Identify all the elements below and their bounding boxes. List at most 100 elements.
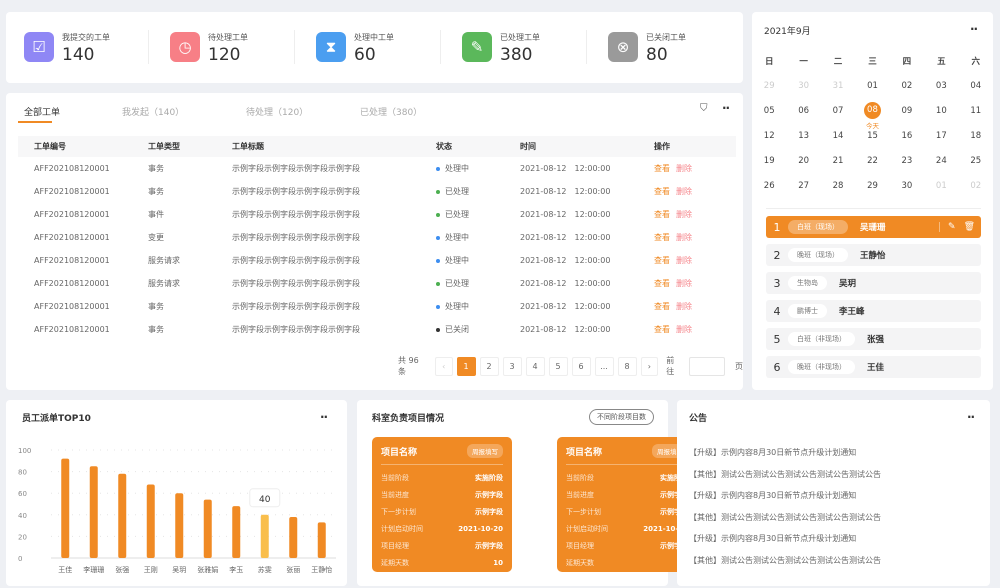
bar [203,499,212,558]
stat-item[interactable]: ⊗ 已关闭工单 80 [608,32,686,65]
calendar-day[interactable]: 20 [798,155,810,166]
project-card[interactable]: 项目名称 周报填写 当前阶段 实施阶段 当前进度 示例字段 下一步计划 示例字段 计划启动时间 2… [372,437,512,572]
more-icon[interactable]: ·· [970,22,978,36]
delete-link[interactable]: 删除 [676,210,692,219]
more-icon[interactable]: ·· [320,410,328,424]
project-card[interactable]: 项目名称 周报填写 当前阶段 实施阶段 当前进度 示例字段 下一步计划 示例字段 计划启动时间 2… [557,437,697,572]
calendar-day[interactable]: 19 [763,155,775,166]
page-button[interactable]: 5 [548,356,568,376]
stage-count-button[interactable]: 不同阶段项目数 [589,409,654,425]
calendar-day[interactable]: 12 [763,130,775,141]
trash-icon[interactable]: 🗑 [963,222,975,232]
project-field: 项目经理 示例字段 [381,541,503,550]
stat-item[interactable]: ⧗ 处理中工单 60 [316,32,394,65]
delete-link[interactable]: 删除 [676,256,692,265]
calendar-day[interactable]: 31 [832,80,844,91]
view-link[interactable]: 查看 [654,279,670,288]
status-text: 已关闭 [445,325,469,334]
edit-icon[interactable]: ✎ [948,222,956,232]
calendar-day[interactable]: 11 [970,105,982,116]
notice-item[interactable]: 【升级】示例内容8月30日新节点升级计划通知 [689,534,857,543]
notice-item[interactable]: 【升级】示例内容8月30日新节点升级计划通知 [689,448,857,457]
view-link[interactable]: 查看 [654,302,670,311]
calendar-day[interactable]: 29 [867,180,878,191]
delete-link[interactable]: 删除 [676,325,692,334]
prev-page-button[interactable]: ‹ [434,356,453,376]
calendar-day[interactable]: 15 [867,130,878,141]
calendar-day[interactable]: 25 [970,155,982,166]
calendar-day[interactable]: 17 [935,130,947,141]
stat-item[interactable]: ✎ 已处理工单 380 [462,32,540,65]
delete-link[interactable]: 删除 [676,302,692,311]
calendar-day[interactable]: 10 [935,105,947,116]
calendar-day[interactable]: 22 [867,155,878,166]
page-button[interactable]: 8 [617,356,637,376]
calendar-day[interactable]: 30 [798,80,810,91]
calendar-day[interactable]: 07 [832,105,844,116]
tab[interactable]: 我发起（140） [122,108,185,118]
shift-item[interactable]: 1 白班（现场） 吴珊珊 ✎ 🗑 [766,216,981,238]
calendar-day-today[interactable]: 08 今天 [855,102,889,130]
shift-item[interactable]: 2 晚班（现场） 王静怡 [766,244,981,266]
calendar-day[interactable]: 21 [832,155,844,166]
notice-item[interactable]: 【其他】测试公告测试公告测试公告测试公告测试公告 [689,512,881,522]
delete-link[interactable]: 删除 [676,164,692,173]
calendar-day[interactable]: 28 [832,180,844,191]
delete-link[interactable]: 删除 [676,279,692,288]
notice-item[interactable]: 【其他】测试公告测试公告测试公告测试公告测试公告 [689,555,881,565]
calendar-day[interactable]: 05 [763,105,775,116]
next-page-button[interactable]: › [640,356,659,376]
calendar-day[interactable]: 23 [901,155,913,166]
view-link[interactable]: 查看 [654,210,670,219]
tab[interactable]: 全部工单 [24,108,61,118]
bar [232,506,241,558]
calendar-day[interactable]: 13 [798,130,810,141]
calendar-day[interactable]: 03 [935,80,947,91]
x-tick-label: 苏雯 [258,565,272,574]
page-button[interactable]: 2 [479,356,499,376]
page-button[interactable]: 4 [525,356,545,376]
x-tick-label: 张丽 [286,565,300,574]
shift-item[interactable]: 4 鹏博士 李王峰 [766,300,981,322]
calendar-day[interactable]: 02 [970,180,982,191]
calendar-day[interactable]: 18 [970,130,982,141]
view-link[interactable]: 查看 [654,233,670,242]
calendar-day[interactable]: 24 [935,155,947,166]
view-link[interactable]: 查看 [654,325,670,334]
more-icon[interactable]: ·· [967,410,975,424]
calendar-day[interactable]: 26 [763,180,775,191]
delete-link[interactable]: 删除 [676,187,692,196]
view-link[interactable]: 查看 [654,256,670,265]
shift-item[interactable]: 3 生物岛 吴玥 [766,272,981,294]
notice-item[interactable]: 【其他】测试公告测试公告测试公告测试公告测试公告 [689,469,881,479]
view-link[interactable]: 查看 [654,164,670,173]
calendar-day[interactable]: 27 [798,180,810,191]
stat-item[interactable]: ☑ 我提交的工单 140 [24,32,110,65]
calendar-day[interactable]: 16 [901,130,913,141]
delete-link[interactable]: 删除 [676,233,692,242]
weekly-report-button[interactable]: 周报填写 [467,444,503,458]
view-link[interactable]: 查看 [654,187,670,196]
calendar-day[interactable]: 02 [901,80,913,91]
page-button[interactable]: 1 [456,356,476,376]
shift-item[interactable]: 5 白班（非现场） 张强 [766,328,981,350]
calendar-day[interactable]: 14 [832,130,844,141]
page-button[interactable]: 3 [502,356,522,376]
goto-page-input[interactable] [689,356,725,376]
calendar-day[interactable]: 29 [763,80,775,91]
shift-item[interactable]: 6 晚班（非现场） 王佳 [766,356,981,378]
stat-item[interactable]: ◷ 待处理工单 120 [170,32,248,65]
calendar-day[interactable]: 06 [798,105,810,116]
calendar-day[interactable]: 01 [867,80,878,91]
calendar-day[interactable]: 30 [901,180,913,191]
tab[interactable]: 已处理（380） [360,108,423,118]
calendar-day[interactable]: 04 [970,80,982,91]
page-button[interactable]: 6 [571,356,591,376]
calendar-day[interactable]: 09 [901,105,913,116]
tab[interactable]: 待处理（120） [246,108,309,118]
page-button[interactable]: ... [594,356,614,376]
filter-icon[interactable]: ⛉ [700,103,708,114]
more-icon[interactable]: ·· [722,101,730,115]
calendar-day[interactable]: 01 [935,180,947,191]
notice-item[interactable]: 【升级】示例内容8月30日新节点升级计划通知 [689,491,857,500]
